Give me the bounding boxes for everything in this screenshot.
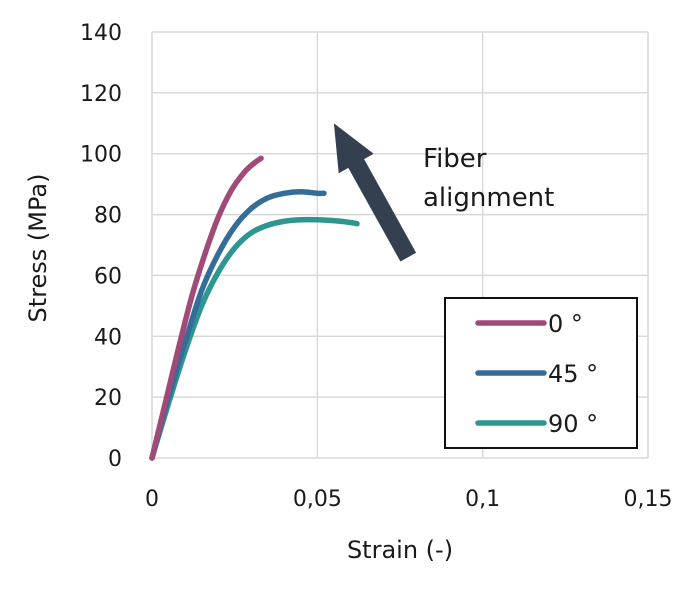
y-tick-label: 0 <box>108 447 122 472</box>
series-line-0 <box>149 155 264 461</box>
legend-label-0: 0 ° <box>548 310 583 338</box>
legend-label-2: 90 ° <box>548 410 598 438</box>
fiber-alignment-arrow <box>333 123 417 262</box>
y-tick-label: 140 <box>80 21 122 46</box>
y-tick-label: 120 <box>80 82 122 107</box>
legend-label-1: 45 ° <box>548 360 598 388</box>
x-axis-label: Strain (-) <box>347 536 453 564</box>
x-tick-label: 0,05 <box>293 487 342 512</box>
annotation-line-1: Fiber <box>423 144 487 174</box>
series-line-1 <box>149 189 327 461</box>
y-tick-label: 40 <box>94 325 122 350</box>
fiber-alignment-annotation: Fiber alignment <box>333 123 554 262</box>
x-tick-label: 0 <box>145 487 159 512</box>
series-line-2 <box>149 216 360 461</box>
x-tick-label: 0,1 <box>465 487 500 512</box>
y-tick-label: 20 <box>94 386 122 411</box>
y-tick-label: 60 <box>94 264 122 289</box>
y-tick-label: 100 <box>80 143 122 168</box>
y-tick-label: 80 <box>94 204 122 229</box>
series-lines <box>149 155 360 461</box>
x-axis-ticks: 0 0,05 0,1 0,15 <box>145 487 672 512</box>
grid <box>151 31 649 459</box>
y-axis-ticks: 0 20 40 60 80 100 120 140 <box>80 21 122 472</box>
x-tick-label: 0,15 <box>624 487 673 512</box>
legend: 0 ° 45 ° 90 ° <box>444 297 638 449</box>
y-axis-label: Stress (MPa) <box>24 174 52 323</box>
annotation-line-2: alignment <box>423 183 554 213</box>
